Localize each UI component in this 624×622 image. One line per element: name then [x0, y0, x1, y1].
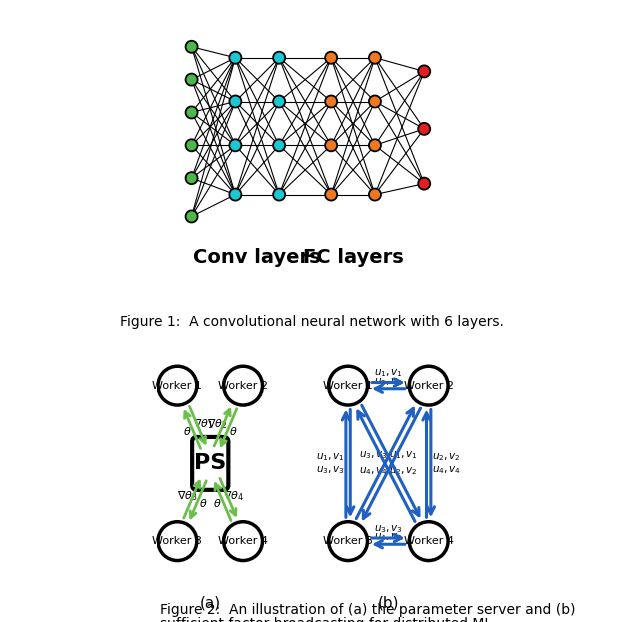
Circle shape — [185, 139, 198, 151]
Text: $\theta$: $\theta$ — [229, 425, 238, 437]
Circle shape — [185, 210, 198, 223]
Text: (a): (a) — [200, 596, 221, 611]
Circle shape — [185, 172, 198, 184]
Text: $u_1, v_1$: $u_1, v_1$ — [316, 452, 344, 463]
Circle shape — [273, 52, 285, 63]
Circle shape — [185, 41, 198, 53]
Circle shape — [230, 139, 241, 151]
Circle shape — [185, 73, 198, 86]
Circle shape — [230, 188, 241, 200]
Text: Worker 1: Worker 1 — [323, 381, 373, 391]
Text: $u_1, v_1$: $u_1, v_1$ — [374, 368, 403, 379]
Circle shape — [418, 65, 430, 77]
Circle shape — [325, 139, 337, 151]
Circle shape — [369, 52, 381, 63]
Text: $u_2, v_2$: $u_2, v_2$ — [432, 452, 461, 463]
Circle shape — [230, 96, 241, 108]
Text: $\theta$: $\theta$ — [213, 497, 221, 509]
Text: $u_4, v_4$: $u_4, v_4$ — [432, 464, 461, 475]
Text: $\nabla\theta_3$: $\nabla\theta_3$ — [177, 489, 197, 503]
Circle shape — [273, 188, 285, 200]
Text: Worker 1: Worker 1 — [152, 381, 202, 391]
Circle shape — [369, 139, 381, 151]
Text: Figure 2:  An illustration of (a) the parameter server and (b): Figure 2: An illustration of (a) the par… — [160, 603, 575, 617]
Text: $u_3, v_3$: $u_3, v_3$ — [316, 464, 344, 475]
Circle shape — [369, 188, 381, 200]
Circle shape — [158, 366, 197, 405]
Text: Worker 2: Worker 2 — [404, 381, 454, 391]
Circle shape — [158, 522, 197, 560]
Text: $u_4, v_4$: $u_4, v_4$ — [374, 532, 403, 543]
Text: Figure 1:  A convolutional neural network with 6 layers.: Figure 1: A convolutional neural network… — [120, 315, 504, 329]
Text: $\nabla\theta_1$: $\nabla\theta_1$ — [193, 417, 214, 430]
Text: $\theta$: $\theta$ — [183, 425, 192, 437]
Text: $u_2, v_2$: $u_2, v_2$ — [374, 376, 402, 388]
Circle shape — [369, 96, 381, 108]
Text: $\nabla\theta_4$: $\nabla\theta_4$ — [223, 489, 244, 503]
Text: $u_1, v_1$: $u_1, v_1$ — [389, 450, 418, 462]
Text: $\nabla\theta_2$: $\nabla\theta_2$ — [207, 417, 227, 430]
Text: PS: PS — [194, 453, 227, 473]
Text: Worker 2: Worker 2 — [218, 381, 268, 391]
Text: $u_4, v_4$: $u_4, v_4$ — [359, 465, 388, 477]
Circle shape — [325, 52, 337, 63]
Text: Worker 4: Worker 4 — [404, 536, 454, 546]
Circle shape — [325, 188, 337, 200]
Circle shape — [409, 522, 448, 560]
Circle shape — [185, 106, 198, 118]
Circle shape — [223, 522, 263, 560]
Text: Conv layers: Conv layers — [193, 248, 321, 267]
Circle shape — [418, 123, 430, 135]
Text: sufficient factor broadcasting for distributed ML.: sufficient factor broadcasting for distr… — [160, 617, 496, 622]
Circle shape — [230, 52, 241, 63]
Circle shape — [409, 366, 448, 405]
Text: $u_3, v_3$: $u_3, v_3$ — [374, 523, 403, 534]
Circle shape — [273, 139, 285, 151]
Circle shape — [329, 522, 368, 560]
Text: $\theta$: $\theta$ — [199, 497, 208, 509]
Circle shape — [418, 178, 430, 190]
Text: (b): (b) — [378, 596, 399, 611]
Circle shape — [223, 366, 263, 405]
Circle shape — [325, 96, 337, 108]
Text: Worker 4: Worker 4 — [218, 536, 268, 546]
FancyBboxPatch shape — [192, 437, 228, 490]
Text: Worker 3: Worker 3 — [323, 536, 373, 546]
Text: $u_2, v_2$: $u_2, v_2$ — [389, 465, 418, 477]
Circle shape — [329, 366, 368, 405]
Text: FC layers: FC layers — [303, 248, 404, 267]
Text: Worker 3: Worker 3 — [152, 536, 202, 546]
Text: $u_3, v_3$: $u_3, v_3$ — [359, 450, 388, 462]
Circle shape — [273, 96, 285, 108]
